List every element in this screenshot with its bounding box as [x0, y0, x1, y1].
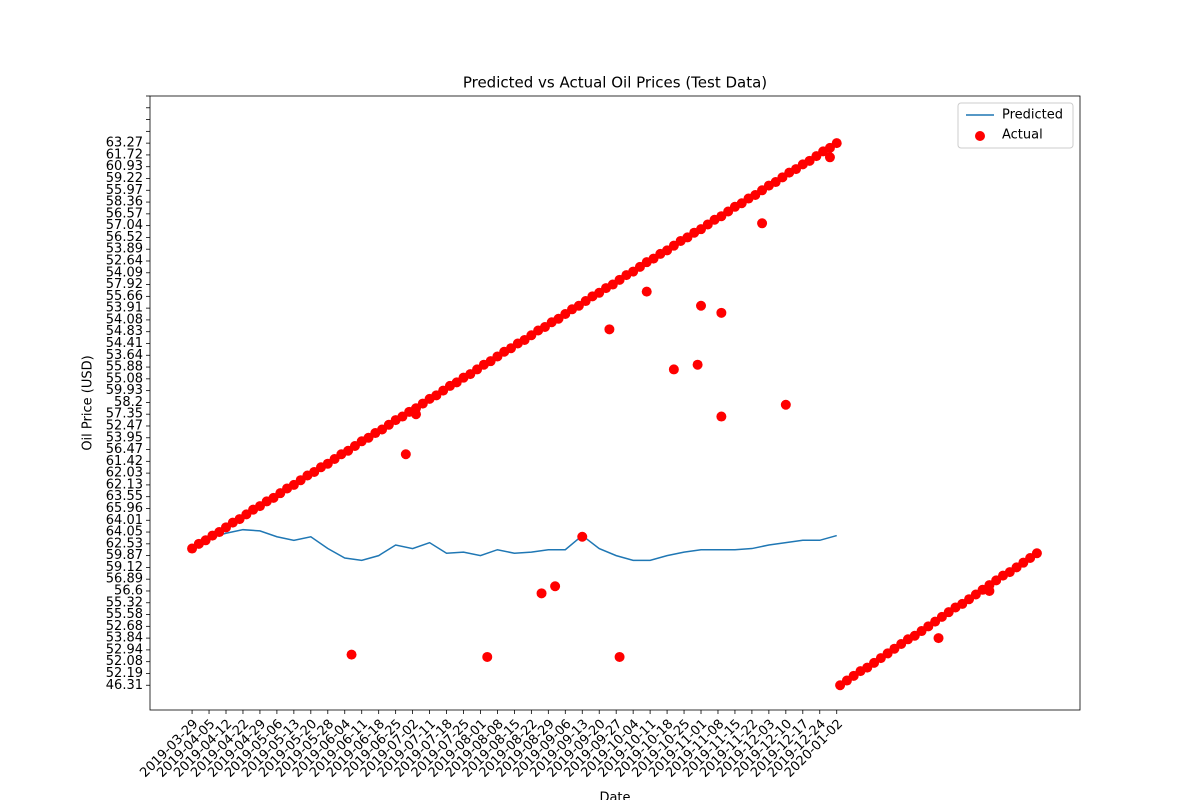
y-tick-label: 56.89: [106, 572, 143, 587]
y-tick-label: 64.05: [106, 525, 143, 540]
y-tick-label: 56.47: [106, 442, 143, 457]
actual-point: [824, 152, 835, 163]
actual-point: [692, 359, 703, 370]
y-tick-label: 53.84: [106, 631, 143, 646]
y-tick-label: 62.03: [106, 466, 143, 481]
y-tick-label: 59.93: [106, 383, 143, 398]
y-tick-label: 62.53: [106, 536, 143, 551]
y-tick-label: 52.08: [106, 654, 143, 669]
y-tick-label: 54.09: [106, 265, 143, 280]
plot-frame: [149, 95, 1081, 711]
y-tick-label: 52.19: [106, 666, 143, 681]
y-tick-label: 54.83: [106, 324, 143, 339]
y-tick-label: 57.92: [106, 277, 143, 292]
actual-point: [668, 364, 679, 375]
actual-point: [780, 399, 791, 410]
actual-point: [696, 300, 707, 311]
actual-point: [716, 411, 727, 422]
y-tick-label: 65.96: [106, 501, 143, 516]
actual-point: [400, 449, 411, 460]
y-tick-label: 61.72: [106, 147, 143, 162]
y-tick-label: 54.08: [106, 312, 143, 327]
actual-point: [757, 218, 768, 229]
y-tick-label: 52.94: [106, 642, 143, 657]
predicted-line: [191, 528, 837, 562]
chart-title: Predicted vs Actual Oil Prices (Test Dat…: [463, 74, 767, 92]
y-tick-label: 53.64: [106, 348, 143, 363]
actual-point: [550, 581, 561, 592]
y-tick-label: 62.13: [106, 477, 143, 492]
actual-point: [577, 531, 588, 542]
y-tick-label: 55.08: [106, 371, 143, 386]
legend-dot: [975, 131, 985, 141]
y-tick-label: 55.88: [106, 360, 143, 375]
y-tick-label: 53.89: [106, 242, 143, 257]
y-tick-label: 59.87: [106, 548, 143, 563]
actual-point: [346, 649, 357, 660]
y-tick-label: 58.36: [106, 195, 143, 210]
y-tick-label: 46.31: [106, 678, 143, 693]
actual-point: [604, 324, 615, 335]
legend-label: Actual: [1002, 128, 1043, 143]
y-tick-label: 52.47: [106, 418, 143, 433]
y-tick-label: 57.35: [106, 407, 143, 422]
y-tick-label: 53.91: [106, 301, 143, 316]
y-tick-label: 60.93: [106, 159, 143, 174]
y-tick-label: 54.41: [106, 336, 143, 351]
y-tick-label: 53.95: [106, 430, 143, 445]
actual-point: [831, 138, 842, 149]
actual-point: [482, 651, 493, 662]
y-tick-label: 63.55: [106, 489, 143, 504]
y-tick-label: 61.42: [106, 454, 143, 469]
y-tick-label: 57.04: [106, 218, 143, 233]
actual-point: [614, 651, 625, 662]
y-tick-label: 56.6: [114, 583, 143, 598]
actual-point: [933, 633, 944, 644]
y-tick-label: 55.58: [106, 607, 143, 622]
x-axis-label: Date: [599, 791, 630, 800]
y-tick-label: 55.66: [106, 289, 143, 304]
actual-point: [1031, 548, 1042, 559]
y-tick-label: 56.57: [106, 206, 143, 221]
y-tick-label: 55.97: [106, 183, 143, 198]
y-tick-label: 59.22: [106, 171, 143, 186]
actual-point: [411, 409, 422, 420]
actual-point: [984, 585, 995, 596]
y-tick-label: 56.52: [106, 230, 143, 245]
actual-point: [716, 307, 727, 318]
y-tick-label: 64.01: [106, 513, 143, 528]
y-axis-label: Oil Price (USD): [81, 355, 96, 450]
y-tick-label: 52.68: [106, 619, 143, 634]
actual-point: [641, 286, 652, 297]
y-tick-label: 59.12: [106, 560, 143, 575]
y-tick-label: 63.27: [106, 136, 143, 151]
y-tick-label: 58.2: [114, 395, 143, 410]
legend-label: Predicted: [1002, 108, 1063, 123]
y-tick-label: 55.32: [106, 595, 143, 610]
actual-point: [536, 588, 547, 599]
y-tick-label: 52.64: [106, 253, 143, 268]
